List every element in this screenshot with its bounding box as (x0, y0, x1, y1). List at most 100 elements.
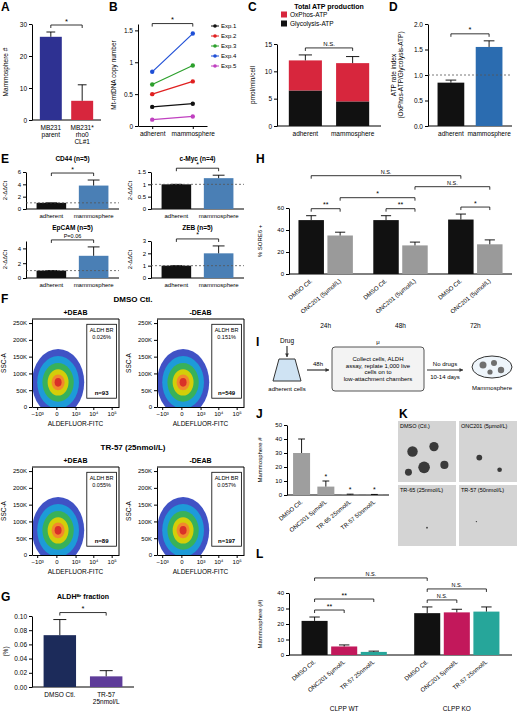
y-axis-title: Mammosphere # (2, 47, 10, 96)
y-tick: 150K (138, 354, 157, 360)
point (191, 31, 195, 35)
x-tick-label: mammosphere (331, 130, 375, 138)
y-tick-mark (148, 253, 151, 254)
y-tick: 0 (281, 271, 289, 277)
x-tick-label: TR-5725nmol/L (93, 691, 120, 705)
error-bar (299, 55, 312, 60)
series-line (152, 116, 193, 119)
point (150, 82, 154, 86)
text-line: mammosphere (331, 130, 375, 138)
text-line: CL#1 (74, 138, 90, 145)
y-tick: 250K (13, 320, 32, 326)
y-title-group: 2-ΔΔCt (127, 249, 133, 269)
y-tick-label: 50K (16, 536, 27, 542)
y-tick: 0.08 (14, 627, 32, 634)
y-tick-label: 150K (138, 354, 152, 360)
y-tick-label: 0.5 (124, 91, 133, 98)
x-tick-label: MB231parent (41, 124, 62, 139)
y-tick-mark (286, 609, 289, 610)
y-title-group: SSC-A (125, 352, 132, 373)
y-tick: 4 (18, 246, 26, 252)
plot-area (32, 349, 84, 408)
y-tick: 1.5 (124, 27, 138, 34)
group-title: TR-57 (25nmol/L) (101, 443, 166, 452)
y-tick: 1.5 (414, 46, 428, 53)
y-axis: 0.00.51.01.52.0 (414, 21, 429, 130)
x-axis-title: ALDEFLUOR-FITC (48, 420, 104, 427)
legend-label: Exp.2 (221, 33, 237, 39)
y-axis-line (151, 173, 152, 210)
plot-area (293, 439, 383, 495)
x-tick-label: DMSO Ctl. (291, 659, 317, 682)
tile-label: ONC201 (5µmol/L) (461, 423, 507, 429)
micrograph (398, 485, 456, 546)
series-line (152, 65, 193, 84)
y-tick-mark (274, 126, 277, 127)
y-tick-label: 0.04 (14, 655, 27, 662)
x-labels: DMSO Ctl.ONC201 5µmol/LTR-57 25nmol/LCLP… (291, 658, 489, 712)
panel-letter: K (399, 407, 408, 421)
y-tick-label: 5 (268, 95, 272, 102)
y-title-group: SSC-A (0, 500, 7, 521)
gate (87, 472, 117, 546)
x-tick-label: mammosphere (199, 213, 240, 219)
y-axis-line (151, 242, 152, 279)
y-axis-title: % SORE6 + (257, 224, 263, 257)
gate (87, 324, 117, 398)
plot-subtitle: -DEAB (189, 457, 211, 464)
annotation: * (373, 486, 376, 493)
y-tick-mark (29, 505, 32, 506)
x-tick: 0 (55, 555, 59, 565)
plot-subtitle: +DEAB (64, 309, 88, 316)
bar (37, 203, 67, 209)
x-tick-label: ONC201 (5µmol/L) (449, 278, 492, 315)
annotation: * (324, 473, 327, 480)
annotation: * (82, 604, 85, 613)
significance-bracket (461, 207, 490, 210)
x-tick: 10⁴ (89, 407, 99, 417)
y-tick-label: 1 (129, 59, 133, 66)
annotation: * (196, 161, 199, 168)
y-tick: 0.0 (414, 123, 428, 130)
y-tick-mark (29, 56, 32, 57)
x-tick-mark (37, 555, 38, 558)
y-tick-mark (29, 616, 32, 617)
x-tick-label: MB231*rho0CL#1 (71, 124, 95, 146)
bar (331, 646, 357, 655)
point (150, 70, 154, 74)
text-line: TR-57 (97, 691, 115, 698)
annotation: N.S. (323, 41, 335, 47)
y-tick-mark (23, 172, 26, 173)
flask-icon (273, 359, 301, 381)
y-tick-mark (284, 453, 287, 454)
text-line: DMSO Ctl. (44, 691, 75, 698)
density-cloud (180, 526, 187, 535)
x-tick: 10⁴ (214, 555, 224, 565)
y-tick-label: 0.00 (14, 684, 27, 691)
figure: A0102030Mammosphere #MB231parentMB231*rh… (0, 0, 520, 717)
y-axis-line (289, 594, 290, 656)
x-tick: −10³ (157, 555, 169, 565)
x-tick-label: adherent (165, 282, 189, 288)
y-tick: 4 (18, 182, 26, 188)
legend-swatch (213, 64, 217, 68)
sphere-icon (487, 369, 492, 374)
y-axis: 010203040 (277, 590, 289, 658)
y-tick: 50K (16, 388, 32, 394)
symbol: μ (376, 339, 380, 345)
y-axis-line (26, 173, 27, 210)
y-tick-mark (274, 71, 277, 72)
text-line: (%) (2, 646, 10, 656)
step-label: No drugs (433, 361, 457, 367)
significance-bracket (311, 209, 340, 212)
y-axis: 024 (18, 242, 27, 282)
y-tick: 50K (141, 536, 157, 542)
y-axis: 050K100K150K200K250K (13, 468, 33, 559)
chart-title: Total ATP production (294, 3, 364, 11)
annotation: * (171, 15, 174, 24)
y-tick-mark (284, 495, 287, 496)
error-bar (422, 607, 432, 613)
y-axis: 0102030 (20, 21, 33, 124)
density-cloud (157, 349, 209, 408)
y-axis-title: SSC-A (0, 352, 7, 373)
